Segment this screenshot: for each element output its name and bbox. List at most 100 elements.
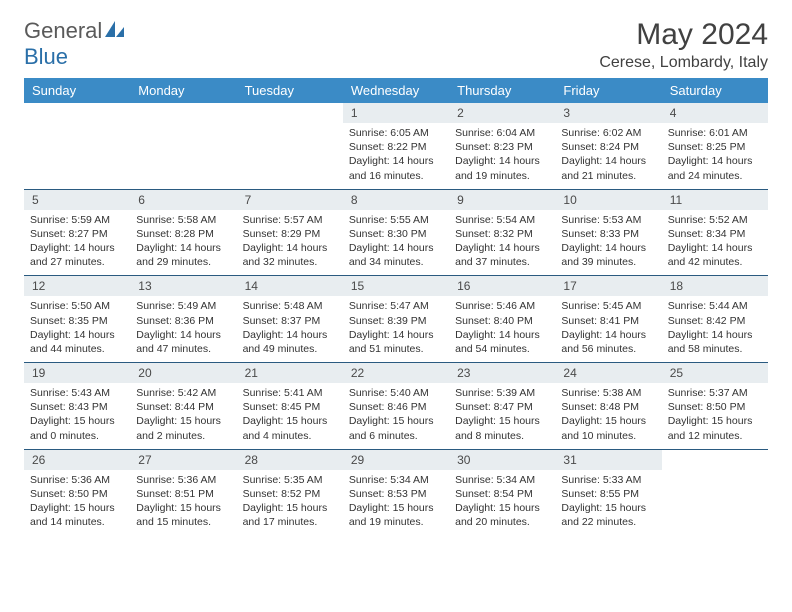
day-details: Sunrise: 5:36 AMSunset: 8:50 PMDaylight:… <box>24 470 130 536</box>
sunset-text: Sunset: 8:27 PM <box>30 227 124 241</box>
sunrise-text: Sunrise: 5:52 AM <box>668 213 762 227</box>
day-number: 14 <box>237 276 343 296</box>
sunset-text: Sunset: 8:41 PM <box>561 314 655 328</box>
sunset-text: Sunset: 8:39 PM <box>349 314 443 328</box>
sunrise-text: Sunrise: 5:37 AM <box>668 386 762 400</box>
day-details: Sunrise: 5:58 AMSunset: 8:28 PMDaylight:… <box>130 210 236 276</box>
day-header-mon: Monday <box>130 78 236 103</box>
day-details: Sunrise: 5:34 AMSunset: 8:53 PMDaylight:… <box>343 470 449 536</box>
sunrise-text: Sunrise: 6:02 AM <box>561 126 655 140</box>
day-number: 12 <box>24 276 130 296</box>
day-header-sat: Saturday <box>662 78 768 103</box>
sunset-text: Sunset: 8:22 PM <box>349 140 443 154</box>
daylight-text: Daylight: 14 hours and 37 minutes. <box>455 241 549 269</box>
day-cell: 12Sunrise: 5:50 AMSunset: 8:35 PMDayligh… <box>24 276 130 363</box>
day-cell: 20Sunrise: 5:42 AMSunset: 8:44 PMDayligh… <box>130 363 236 450</box>
day-cell: 28Sunrise: 5:35 AMSunset: 8:52 PMDayligh… <box>237 449 343 535</box>
sunrise-text: Sunrise: 5:35 AM <box>243 473 337 487</box>
sunset-text: Sunset: 8:23 PM <box>455 140 549 154</box>
day-details: Sunrise: 5:44 AMSunset: 8:42 PMDaylight:… <box>662 296 768 362</box>
sunrise-text: Sunrise: 6:05 AM <box>349 126 443 140</box>
sunrise-text: Sunrise: 5:49 AM <box>136 299 230 313</box>
sunset-text: Sunset: 8:44 PM <box>136 400 230 414</box>
day-number: 28 <box>237 450 343 470</box>
sunset-text: Sunset: 8:32 PM <box>455 227 549 241</box>
sunset-text: Sunset: 8:50 PM <box>668 400 762 414</box>
sunrise-text: Sunrise: 5:44 AM <box>668 299 762 313</box>
daylight-text: Daylight: 14 hours and 42 minutes. <box>668 241 762 269</box>
day-cell: 14Sunrise: 5:48 AMSunset: 8:37 PMDayligh… <box>237 276 343 363</box>
day-cell: 16Sunrise: 5:46 AMSunset: 8:40 PMDayligh… <box>449 276 555 363</box>
day-details: Sunrise: 5:41 AMSunset: 8:45 PMDaylight:… <box>237 383 343 449</box>
sunrise-text: Sunrise: 5:33 AM <box>561 473 655 487</box>
daylight-text: Daylight: 15 hours and 0 minutes. <box>30 414 124 442</box>
daylight-text: Daylight: 15 hours and 10 minutes. <box>561 414 655 442</box>
sunrise-text: Sunrise: 5:43 AM <box>30 386 124 400</box>
sunset-text: Sunset: 8:55 PM <box>561 487 655 501</box>
day-details: Sunrise: 5:40 AMSunset: 8:46 PMDaylight:… <box>343 383 449 449</box>
daylight-text: Daylight: 15 hours and 8 minutes. <box>455 414 549 442</box>
week-row: 12Sunrise: 5:50 AMSunset: 8:35 PMDayligh… <box>24 276 768 363</box>
sunrise-text: Sunrise: 5:45 AM <box>561 299 655 313</box>
day-number: 19 <box>24 363 130 383</box>
day-header-tue: Tuesday <box>237 78 343 103</box>
daylight-text: Daylight: 14 hours and 47 minutes. <box>136 328 230 356</box>
day-details: Sunrise: 5:39 AMSunset: 8:47 PMDaylight:… <box>449 383 555 449</box>
day-number: 7 <box>237 190 343 210</box>
sunrise-text: Sunrise: 5:41 AM <box>243 386 337 400</box>
daylight-text: Daylight: 14 hours and 27 minutes. <box>30 241 124 269</box>
day-cell: 24Sunrise: 5:38 AMSunset: 8:48 PMDayligh… <box>555 363 661 450</box>
day-cell: 6Sunrise: 5:58 AMSunset: 8:28 PMDaylight… <box>130 189 236 276</box>
day-header-wed: Wednesday <box>343 78 449 103</box>
page-header: General May 2024 Cerese, Lombardy, Italy <box>24 18 768 72</box>
day-cell: 1Sunrise: 6:05 AMSunset: 8:22 PMDaylight… <box>343 103 449 189</box>
daylight-text: Daylight: 14 hours and 44 minutes. <box>30 328 124 356</box>
day-header-row: Sunday Monday Tuesday Wednesday Thursday… <box>24 78 768 103</box>
sunrise-text: Sunrise: 5:36 AM <box>30 473 124 487</box>
day-number: 10 <box>555 190 661 210</box>
day-details: Sunrise: 5:33 AMSunset: 8:55 PMDaylight:… <box>555 470 661 536</box>
day-number: 23 <box>449 363 555 383</box>
day-cell: 30Sunrise: 5:34 AMSunset: 8:54 PMDayligh… <box>449 449 555 535</box>
day-details: Sunrise: 5:53 AMSunset: 8:33 PMDaylight:… <box>555 210 661 276</box>
day-details: Sunrise: 5:45 AMSunset: 8:41 PMDaylight:… <box>555 296 661 362</box>
sunrise-text: Sunrise: 5:58 AM <box>136 213 230 227</box>
daylight-text: Daylight: 14 hours and 54 minutes. <box>455 328 549 356</box>
day-cell: 7Sunrise: 5:57 AMSunset: 8:29 PMDaylight… <box>237 189 343 276</box>
sunset-text: Sunset: 8:28 PM <box>136 227 230 241</box>
day-number: 16 <box>449 276 555 296</box>
day-cell: 22Sunrise: 5:40 AMSunset: 8:46 PMDayligh… <box>343 363 449 450</box>
day-number: 30 <box>449 450 555 470</box>
day-number: 20 <box>130 363 236 383</box>
sunset-text: Sunset: 8:50 PM <box>30 487 124 501</box>
day-number: 4 <box>662 103 768 123</box>
daylight-text: Daylight: 15 hours and 17 minutes. <box>243 501 337 529</box>
sunset-text: Sunset: 8:46 PM <box>349 400 443 414</box>
day-cell: 17Sunrise: 5:45 AMSunset: 8:41 PMDayligh… <box>555 276 661 363</box>
daylight-text: Daylight: 15 hours and 6 minutes. <box>349 414 443 442</box>
day-cell: 19Sunrise: 5:43 AMSunset: 8:43 PMDayligh… <box>24 363 130 450</box>
daylight-text: Daylight: 15 hours and 12 minutes. <box>668 414 762 442</box>
day-details: Sunrise: 5:37 AMSunset: 8:50 PMDaylight:… <box>662 383 768 449</box>
sunrise-text: Sunrise: 5:42 AM <box>136 386 230 400</box>
day-number: 21 <box>237 363 343 383</box>
day-number: 24 <box>555 363 661 383</box>
day-number: 26 <box>24 450 130 470</box>
day-details: Sunrise: 6:05 AMSunset: 8:22 PMDaylight:… <box>343 123 449 189</box>
sunset-text: Sunset: 8:45 PM <box>243 400 337 414</box>
day-details: Sunrise: 5:47 AMSunset: 8:39 PMDaylight:… <box>343 296 449 362</box>
day-details: Sunrise: 5:46 AMSunset: 8:40 PMDaylight:… <box>449 296 555 362</box>
day-cell: 31Sunrise: 5:33 AMSunset: 8:55 PMDayligh… <box>555 449 661 535</box>
day-details: Sunrise: 5:34 AMSunset: 8:54 PMDaylight:… <box>449 470 555 536</box>
location-text: Cerese, Lombardy, Italy <box>599 54 768 72</box>
day-cell: 29Sunrise: 5:34 AMSunset: 8:53 PMDayligh… <box>343 449 449 535</box>
day-number: 3 <box>555 103 661 123</box>
week-row: 26Sunrise: 5:36 AMSunset: 8:50 PMDayligh… <box>24 449 768 535</box>
sunrise-text: Sunrise: 5:34 AM <box>455 473 549 487</box>
day-details: Sunrise: 5:50 AMSunset: 8:35 PMDaylight:… <box>24 296 130 362</box>
daylight-text: Daylight: 14 hours and 24 minutes. <box>668 154 762 182</box>
calendar-table: Sunday Monday Tuesday Wednesday Thursday… <box>24 78 768 535</box>
day-details: Sunrise: 5:57 AMSunset: 8:29 PMDaylight:… <box>237 210 343 276</box>
sunset-text: Sunset: 8:51 PM <box>136 487 230 501</box>
sunrise-text: Sunrise: 5:53 AM <box>561 213 655 227</box>
